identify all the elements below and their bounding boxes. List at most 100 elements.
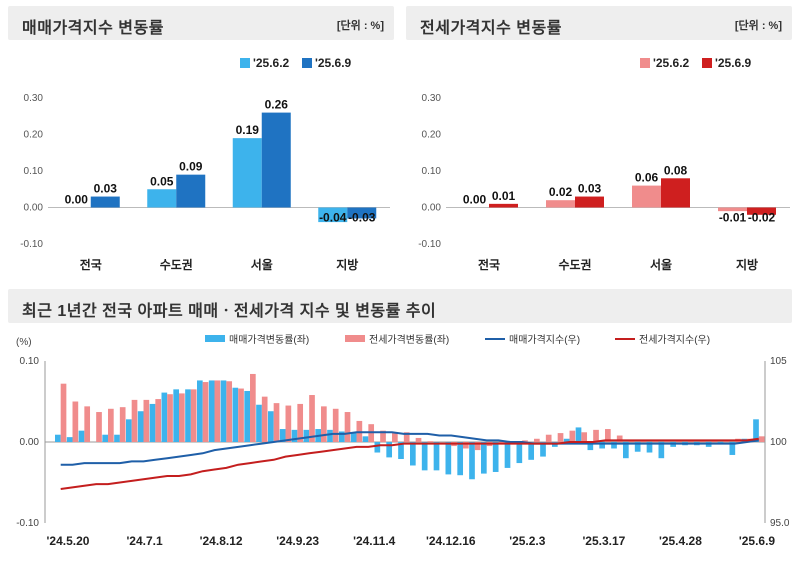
jeonse-category-label: 전국 bbox=[478, 257, 500, 272]
trend-sale-bar bbox=[197, 380, 203, 442]
sale-bar bbox=[261, 112, 291, 208]
trend-sale-bar bbox=[161, 392, 168, 442]
trend-sale-bar bbox=[575, 427, 582, 442]
sale-legend-swatch bbox=[302, 58, 312, 68]
sale-category-label: 전국 bbox=[80, 257, 102, 272]
jeonse-chart-title: 전세가격지수 변동률 bbox=[420, 20, 562, 37]
trend-sale-bar bbox=[279, 429, 286, 442]
trend-jeonse-bar bbox=[60, 383, 67, 442]
trend-sale-bar bbox=[232, 387, 239, 442]
trend-jeonse-bar bbox=[179, 393, 185, 442]
trend-jeonse-bar bbox=[72, 401, 79, 442]
jeonse-legend-swatch bbox=[702, 58, 712, 68]
trend-x-tick: '25.2.3 bbox=[509, 534, 546, 548]
trend-jeonse-bar bbox=[238, 388, 244, 442]
jeonse-bar bbox=[747, 207, 776, 215]
trend-sale-bar bbox=[149, 403, 156, 442]
sale-bar bbox=[232, 138, 262, 208]
trend-jeonse-bar bbox=[415, 437, 422, 442]
trend-jeonse-bar bbox=[273, 403, 280, 442]
trend-jeonse-bar bbox=[522, 440, 528, 442]
trend-sale-bar bbox=[492, 442, 499, 472]
trend-legend-label: 전세가격지수(우) bbox=[639, 333, 710, 346]
jeonse-data-label: -0.02 bbox=[748, 211, 776, 225]
trend-sale-bar bbox=[374, 442, 381, 453]
sale-data-label: 0.19 bbox=[236, 123, 260, 137]
trend-sale-bar bbox=[753, 419, 759, 442]
jeonse-bar bbox=[489, 203, 518, 208]
trend-sale-bar bbox=[350, 432, 357, 442]
trend-jeonse-bar bbox=[96, 412, 102, 442]
sale-category-label: 지방 bbox=[336, 257, 358, 272]
trend-sale-bar bbox=[339, 431, 345, 442]
trend-sale-bar bbox=[398, 442, 404, 460]
trend-x-tick: '25.6.9 bbox=[739, 534, 776, 548]
trend-sale-bar bbox=[78, 430, 85, 442]
trend-sale-bar bbox=[658, 442, 665, 459]
trend-sale-bar bbox=[433, 442, 440, 471]
trend-legend-label: 전세가격변동률(좌) bbox=[369, 333, 449, 346]
trend-legend-label: 매매가격지수(우) bbox=[509, 333, 580, 346]
trend-jeonse-bar bbox=[131, 399, 138, 442]
sale-ytick: -0.10 bbox=[20, 239, 43, 250]
jeonse-chart-unit: [단위 : %] bbox=[734, 20, 782, 32]
jeonse-chart-header: 전세가격지수 변동률 [단위 : %] bbox=[406, 6, 792, 40]
trend-sale-bar bbox=[55, 434, 61, 442]
trend-chart-title: 최근 1년간 전국 아파트 매매ㆍ전세가격 지수 및 변동률 추이 bbox=[22, 303, 437, 320]
trend-jeonse-bar bbox=[108, 408, 114, 442]
sale-bar bbox=[90, 196, 120, 208]
sale-data-label: -0.04 bbox=[319, 211, 347, 225]
trend-x-tick: '24.8.12 bbox=[200, 534, 243, 548]
jeonse-data-label: -0.01 bbox=[719, 211, 747, 225]
trend-x-tick: '24.7.1 bbox=[126, 534, 163, 548]
trend-right-tick: 95.0 bbox=[770, 518, 790, 529]
trend-sale-bar bbox=[563, 438, 570, 442]
trend-sale-bar bbox=[137, 411, 144, 442]
trend-sale-bar bbox=[457, 442, 464, 476]
trend-left-tick: 0.00 bbox=[20, 437, 40, 448]
trend-jeonse-bar bbox=[403, 432, 410, 442]
trend-sale-bar bbox=[327, 429, 333, 442]
trend-sale-bar bbox=[185, 389, 191, 442]
trend-sale-bar bbox=[540, 442, 546, 457]
trend-sale-bar bbox=[244, 390, 251, 442]
trend-sale-bar bbox=[66, 437, 73, 442]
trend-jeonse-bar bbox=[332, 408, 339, 442]
jeonse-data-label: 0.06 bbox=[635, 171, 659, 185]
trend-sale-bar bbox=[386, 442, 393, 458]
jeonse-bar bbox=[632, 185, 661, 208]
trend-sale-bar bbox=[445, 442, 452, 475]
jeonse-legend-label: '25.6.9 bbox=[715, 56, 752, 70]
sale-legend-label: '25.6.9 bbox=[315, 56, 352, 70]
sale-bar bbox=[147, 189, 177, 208]
jeonse-bar bbox=[718, 207, 747, 212]
trend-jeonse-bar bbox=[321, 406, 327, 442]
trend-jeonse-bar bbox=[380, 430, 386, 442]
trend-sale-index-line bbox=[60, 431, 759, 466]
jeonse-legend-label: '25.6.2 bbox=[653, 56, 690, 70]
trend-chart-header: 최근 1년간 전국 아파트 매매ㆍ전세가격 지수 및 변동률 추이 bbox=[8, 289, 792, 323]
trend-jeonse-bar bbox=[545, 434, 552, 442]
sale-data-label: 0.05 bbox=[150, 174, 174, 188]
trend-x-tick: '24.11.4 bbox=[353, 534, 396, 548]
sale-data-label: 0.26 bbox=[265, 98, 289, 112]
jeonse-bar bbox=[661, 178, 690, 208]
trend-sale-bar bbox=[469, 442, 475, 480]
trend-legend-swatch bbox=[205, 335, 225, 342]
jeonse-data-label: 0.02 bbox=[549, 185, 573, 199]
trend-sale-bar bbox=[268, 411, 274, 442]
trend-x-tick: '24.5.20 bbox=[47, 534, 90, 548]
sale-category-label: 서울 bbox=[251, 257, 273, 272]
trend-sale-bar bbox=[729, 442, 736, 455]
trend-jeonse-bar bbox=[616, 435, 623, 442]
jeonse-category-label: 지방 bbox=[736, 257, 758, 272]
trend-x-tick: '25.3.17 bbox=[582, 534, 625, 548]
trend-sale-bar bbox=[291, 429, 298, 442]
trend-sale-bar bbox=[611, 442, 617, 449]
trend-sale-bar bbox=[303, 429, 310, 442]
trend-x-tick: '24.9.23 bbox=[276, 534, 319, 548]
sale-data-label: 0.00 bbox=[65, 193, 89, 207]
trend-jeonse-bar bbox=[593, 429, 599, 442]
trend-jeonse-bar bbox=[119, 407, 126, 442]
trend-sale-bar bbox=[646, 442, 653, 453]
